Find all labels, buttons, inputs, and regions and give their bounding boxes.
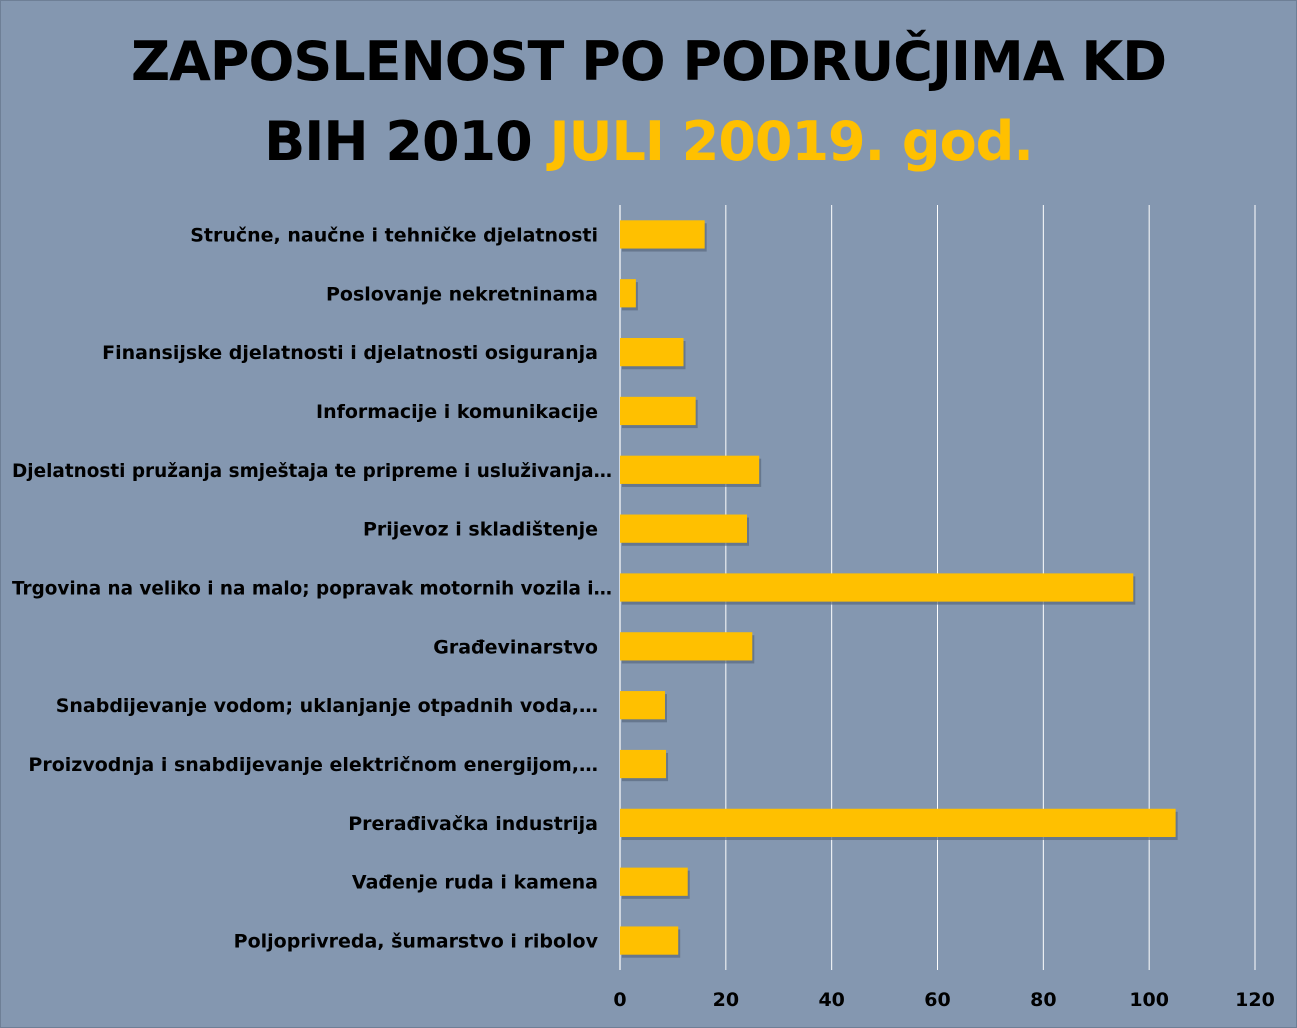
title-line-2-highlight: JULI 20019. god. bbox=[549, 110, 1034, 173]
title-line-1: ZAPOSLENOST PO PODRUČJIMA KD bbox=[130, 30, 1167, 93]
bar bbox=[620, 573, 1134, 602]
bar bbox=[620, 926, 679, 955]
bar bbox=[620, 337, 684, 367]
bar bbox=[620, 867, 688, 896]
bar bbox=[620, 514, 747, 543]
bar bbox=[620, 691, 665, 720]
bar bbox=[620, 220, 705, 249]
bar bbox=[620, 749, 667, 779]
category-labels: Stručne, naučne i tehničke djelatnosti Po… bbox=[12, 224, 612, 952]
bar bbox=[620, 279, 636, 308]
category-label: Djelatnosti pružanja smještaja te pripre… bbox=[12, 460, 612, 482]
bar bbox=[620, 396, 696, 426]
category-label: Informacije i komunikacije bbox=[316, 401, 598, 423]
category-label: Trgovina na veliko i na malo; popravak m… bbox=[12, 578, 612, 600]
x-tick-label: 0 bbox=[613, 989, 626, 1011]
bar bbox=[620, 808, 1176, 838]
x-tick-label: 60 bbox=[924, 989, 950, 1011]
category-label: Poljoprivreda, šumarstvo i ribolov bbox=[234, 931, 599, 953]
x-tick-label: 80 bbox=[1030, 989, 1056, 1011]
title-line-2: BIH 2010 JULI 20019. god. bbox=[0, 102, 1297, 182]
category-label: Snabdijevanje vodom; uklanjanje otpadnih… bbox=[56, 695, 598, 717]
category-label: Finansijske djelatnosti i djelatnosti os… bbox=[102, 342, 598, 364]
x-tick-label: 20 bbox=[713, 989, 739, 1011]
category-label: Prerađivačka industrija bbox=[348, 813, 598, 835]
chart-title: ZAPOSLENOST PO PODRUČJIMA KD BIH 2010 JU… bbox=[0, 22, 1297, 182]
x-tick-labels: 0 20 40 60 80 100 120 bbox=[613, 989, 1274, 1011]
bar bbox=[620, 632, 753, 661]
category-label: Stručne, naučne i tehničke djelatnosti bbox=[190, 224, 598, 246]
x-tick-label: 40 bbox=[818, 989, 844, 1011]
category-label: Građevinarstvo bbox=[433, 636, 598, 658]
category-label: Vađenje ruda i kamena bbox=[352, 872, 598, 894]
category-label: Prijevoz i skladištenje bbox=[363, 519, 598, 541]
x-tick-label: 100 bbox=[1129, 989, 1169, 1011]
x-tick-label: 120 bbox=[1235, 989, 1275, 1011]
category-label: Proizvodnja i snabdijevanje električnom … bbox=[28, 754, 598, 776]
title-line-2-prefix: BIH 2010 bbox=[264, 110, 533, 173]
bar bbox=[620, 455, 760, 484]
category-label: Poslovanje nekretninama bbox=[326, 283, 598, 305]
bars bbox=[620, 220, 1178, 958]
